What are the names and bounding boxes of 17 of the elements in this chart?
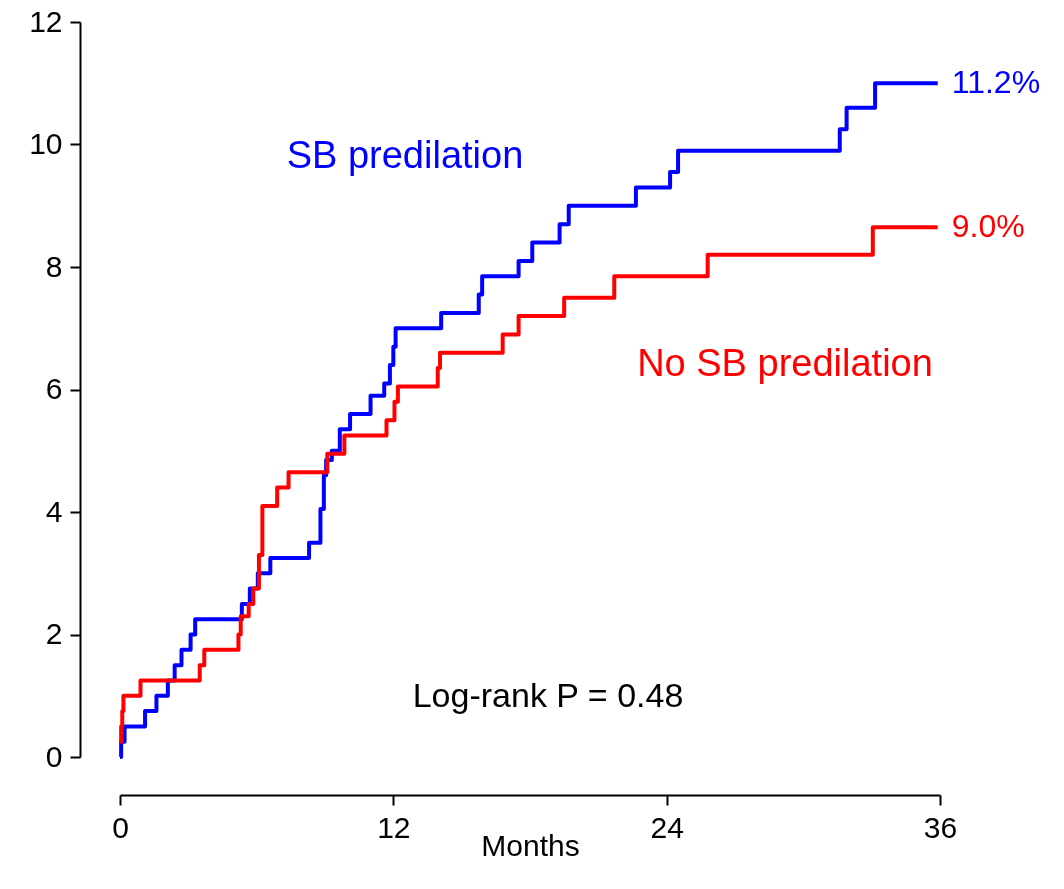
annotation: 11.2%	[951, 64, 1041, 101]
series-label: No SB predilation	[637, 342, 933, 384]
annotation: 9.0%	[951, 208, 1025, 245]
y-tick-label: 2	[45, 617, 63, 650]
x-tick-label: 24	[650, 810, 684, 844]
series-label: SB predilation	[286, 134, 524, 176]
annotation: Log-rank P = 0.48	[412, 676, 684, 714]
y-tick-label: 4	[45, 494, 63, 528]
x-tick-label: 12	[377, 810, 411, 844]
x-tick-label: 0	[112, 810, 129, 844]
y-tick-label: 10	[29, 127, 63, 160]
y-tick-label: 0	[45, 739, 63, 773]
y-tick-label: 12	[29, 4, 63, 38]
y-tick-label: 8	[45, 249, 63, 283]
y-tick-label: 6	[45, 372, 63, 405]
x-tick-label: 36	[923, 810, 958, 844]
x-axis-title: Months	[481, 828, 580, 862]
